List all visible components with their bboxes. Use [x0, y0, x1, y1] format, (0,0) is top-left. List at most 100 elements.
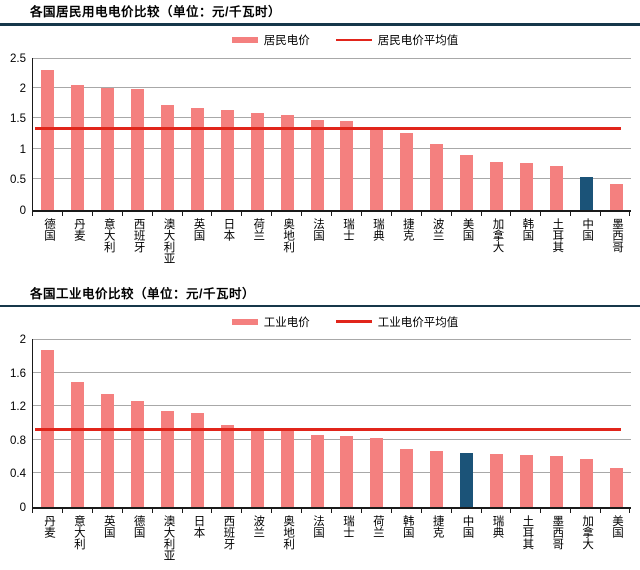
bar-荷兰	[370, 438, 384, 507]
bar-英国	[190, 107, 204, 210]
x-category-label: 西班牙	[222, 515, 235, 550]
x-category-label: 丹麦	[72, 217, 85, 241]
x-category-label: 日本	[222, 217, 235, 241]
bar-澳大利亚	[161, 104, 175, 210]
industrial-electricity-price-chart: 各国工业电价比较（单位：元/千瓦时） 工业电价 工业电价平均值 0 0.4 0.8 1…	[0, 287, 640, 570]
legend-item-industrial-average: 工业电价平均值	[335, 314, 458, 330]
x-category-label: 荷兰	[371, 515, 384, 538]
y-tick-label: 2	[19, 334, 26, 346]
y-tick-label: 1.6	[10, 367, 26, 380]
x-axis-spacer	[0, 212, 32, 274]
gridline-2.5	[33, 57, 631, 59]
bar-意大利	[71, 381, 85, 507]
bar-丹麦	[71, 84, 85, 210]
y-tick-label: 1.5	[10, 113, 26, 126]
bar-澳大利亚	[161, 411, 175, 507]
y-tick-label: 0.8	[10, 434, 26, 447]
gridline-1.5	[33, 117, 631, 119]
bar-意大利	[101, 87, 115, 210]
x-category-label: 捷克	[401, 217, 414, 241]
x-axis-tick	[629, 509, 630, 513]
bar-波兰	[430, 143, 444, 210]
y-tick-label: 2	[19, 82, 26, 95]
chart-title-residential: 各国居民用电电价比较（单位：元/千瓦时）	[30, 5, 281, 19]
bar-series-swatch	[231, 318, 258, 325]
x-axis-tick	[360, 509, 362, 513]
x-category-label: 波兰	[431, 217, 444, 241]
x-axis-tick	[32, 509, 33, 513]
bar-法国	[310, 119, 324, 210]
x-category-label: 意大利	[72, 515, 85, 550]
x-category-label: 德国	[42, 217, 55, 241]
x-axis-spacer	[0, 509, 32, 570]
y-axis: 0 0.4 0.8 1.2 1.6 2	[0, 334, 32, 514]
bar-中国	[579, 176, 593, 210]
x-category-label: 荷兰	[252, 217, 265, 241]
bar-西班牙	[131, 89, 145, 210]
x-category-label: 意大利	[102, 217, 115, 253]
x-axis-tick	[121, 509, 123, 513]
bar-瑞典	[489, 454, 503, 507]
bar-墨西哥	[549, 455, 563, 507]
legend-label: 居民电价平均值	[377, 35, 459, 47]
x-axis-tick	[480, 509, 482, 513]
bar-捷克	[430, 450, 444, 507]
bar-德国	[131, 401, 145, 507]
x-axis-tick	[420, 211, 422, 216]
bar-series-swatch	[231, 37, 258, 43]
legend-label: 居民电价	[263, 35, 310, 47]
legend-item-residential-average: 居民电价平均值	[335, 32, 459, 48]
x-category-label: 中国	[581, 217, 594, 241]
x-axis-tick	[61, 211, 63, 216]
x-category-label: 墨西哥	[551, 515, 564, 550]
bar-德国	[41, 69, 55, 210]
bar-韩国	[400, 449, 414, 507]
x-category-label: 瑞士	[341, 515, 354, 538]
x-category-label: 加拿大	[581, 515, 594, 550]
chart-title-industrial: 各国工业电价比较（单位：元/千瓦时）	[30, 286, 255, 301]
x-category-label: 日本	[192, 515, 205, 538]
bar-英国	[101, 393, 115, 507]
bar-土耳其	[519, 454, 533, 507]
residential-electricity-price-chart: 各国居民用电电价比较（单位：元/千瓦时） 居民电价 居民电价平均值 0 0.5 1 1…	[0, 5, 640, 274]
bar-捷克	[400, 132, 414, 210]
x-category-label: 韩国	[401, 515, 414, 538]
average-line	[35, 127, 621, 130]
x-axis-tick	[331, 509, 332, 513]
bar-荷兰	[250, 113, 264, 210]
x-category-label: 澳大利亚	[162, 515, 175, 561]
bar-奥地利	[280, 115, 294, 210]
bar-加拿大	[579, 459, 593, 507]
bar-中国	[460, 453, 474, 507]
x-category-label: 中国	[461, 515, 474, 538]
bar-瑞士	[340, 120, 354, 210]
y-tick-label: 1.2	[10, 401, 26, 414]
x-axis-tick	[91, 211, 93, 216]
x-category-label: 法国	[312, 515, 325, 538]
x-category-label: 捷克	[431, 515, 444, 538]
x-axis-tick	[540, 211, 542, 216]
bar-法国	[310, 434, 324, 507]
gridline-0.5	[33, 178, 631, 180]
x-category-label: 土耳其	[551, 217, 564, 253]
x-category-label: 德国	[132, 515, 145, 538]
x-axis-tick	[480, 211, 482, 216]
bar-波兰	[250, 428, 264, 507]
gridline-2	[33, 339, 631, 340]
legend-label: 工业电价	[263, 316, 310, 329]
bar-加拿大	[489, 162, 503, 210]
bar-西班牙	[220, 424, 234, 507]
x-category-label: 澳大利亚	[162, 217, 175, 264]
x-category-label: 奥地利	[282, 515, 295, 550]
average-line-swatch	[335, 320, 372, 323]
bar-日本	[190, 412, 204, 507]
bar-日本	[220, 109, 234, 210]
x-axis-tick	[390, 211, 392, 216]
legend: 工业电价 工业电价平均值	[0, 314, 640, 329]
bar-土耳其	[549, 165, 563, 210]
x-category-label: 瑞士	[341, 217, 354, 241]
x-axis-tick	[121, 211, 123, 216]
x-axis-tick	[600, 509, 602, 513]
x-category-label: 西班牙	[132, 217, 145, 253]
